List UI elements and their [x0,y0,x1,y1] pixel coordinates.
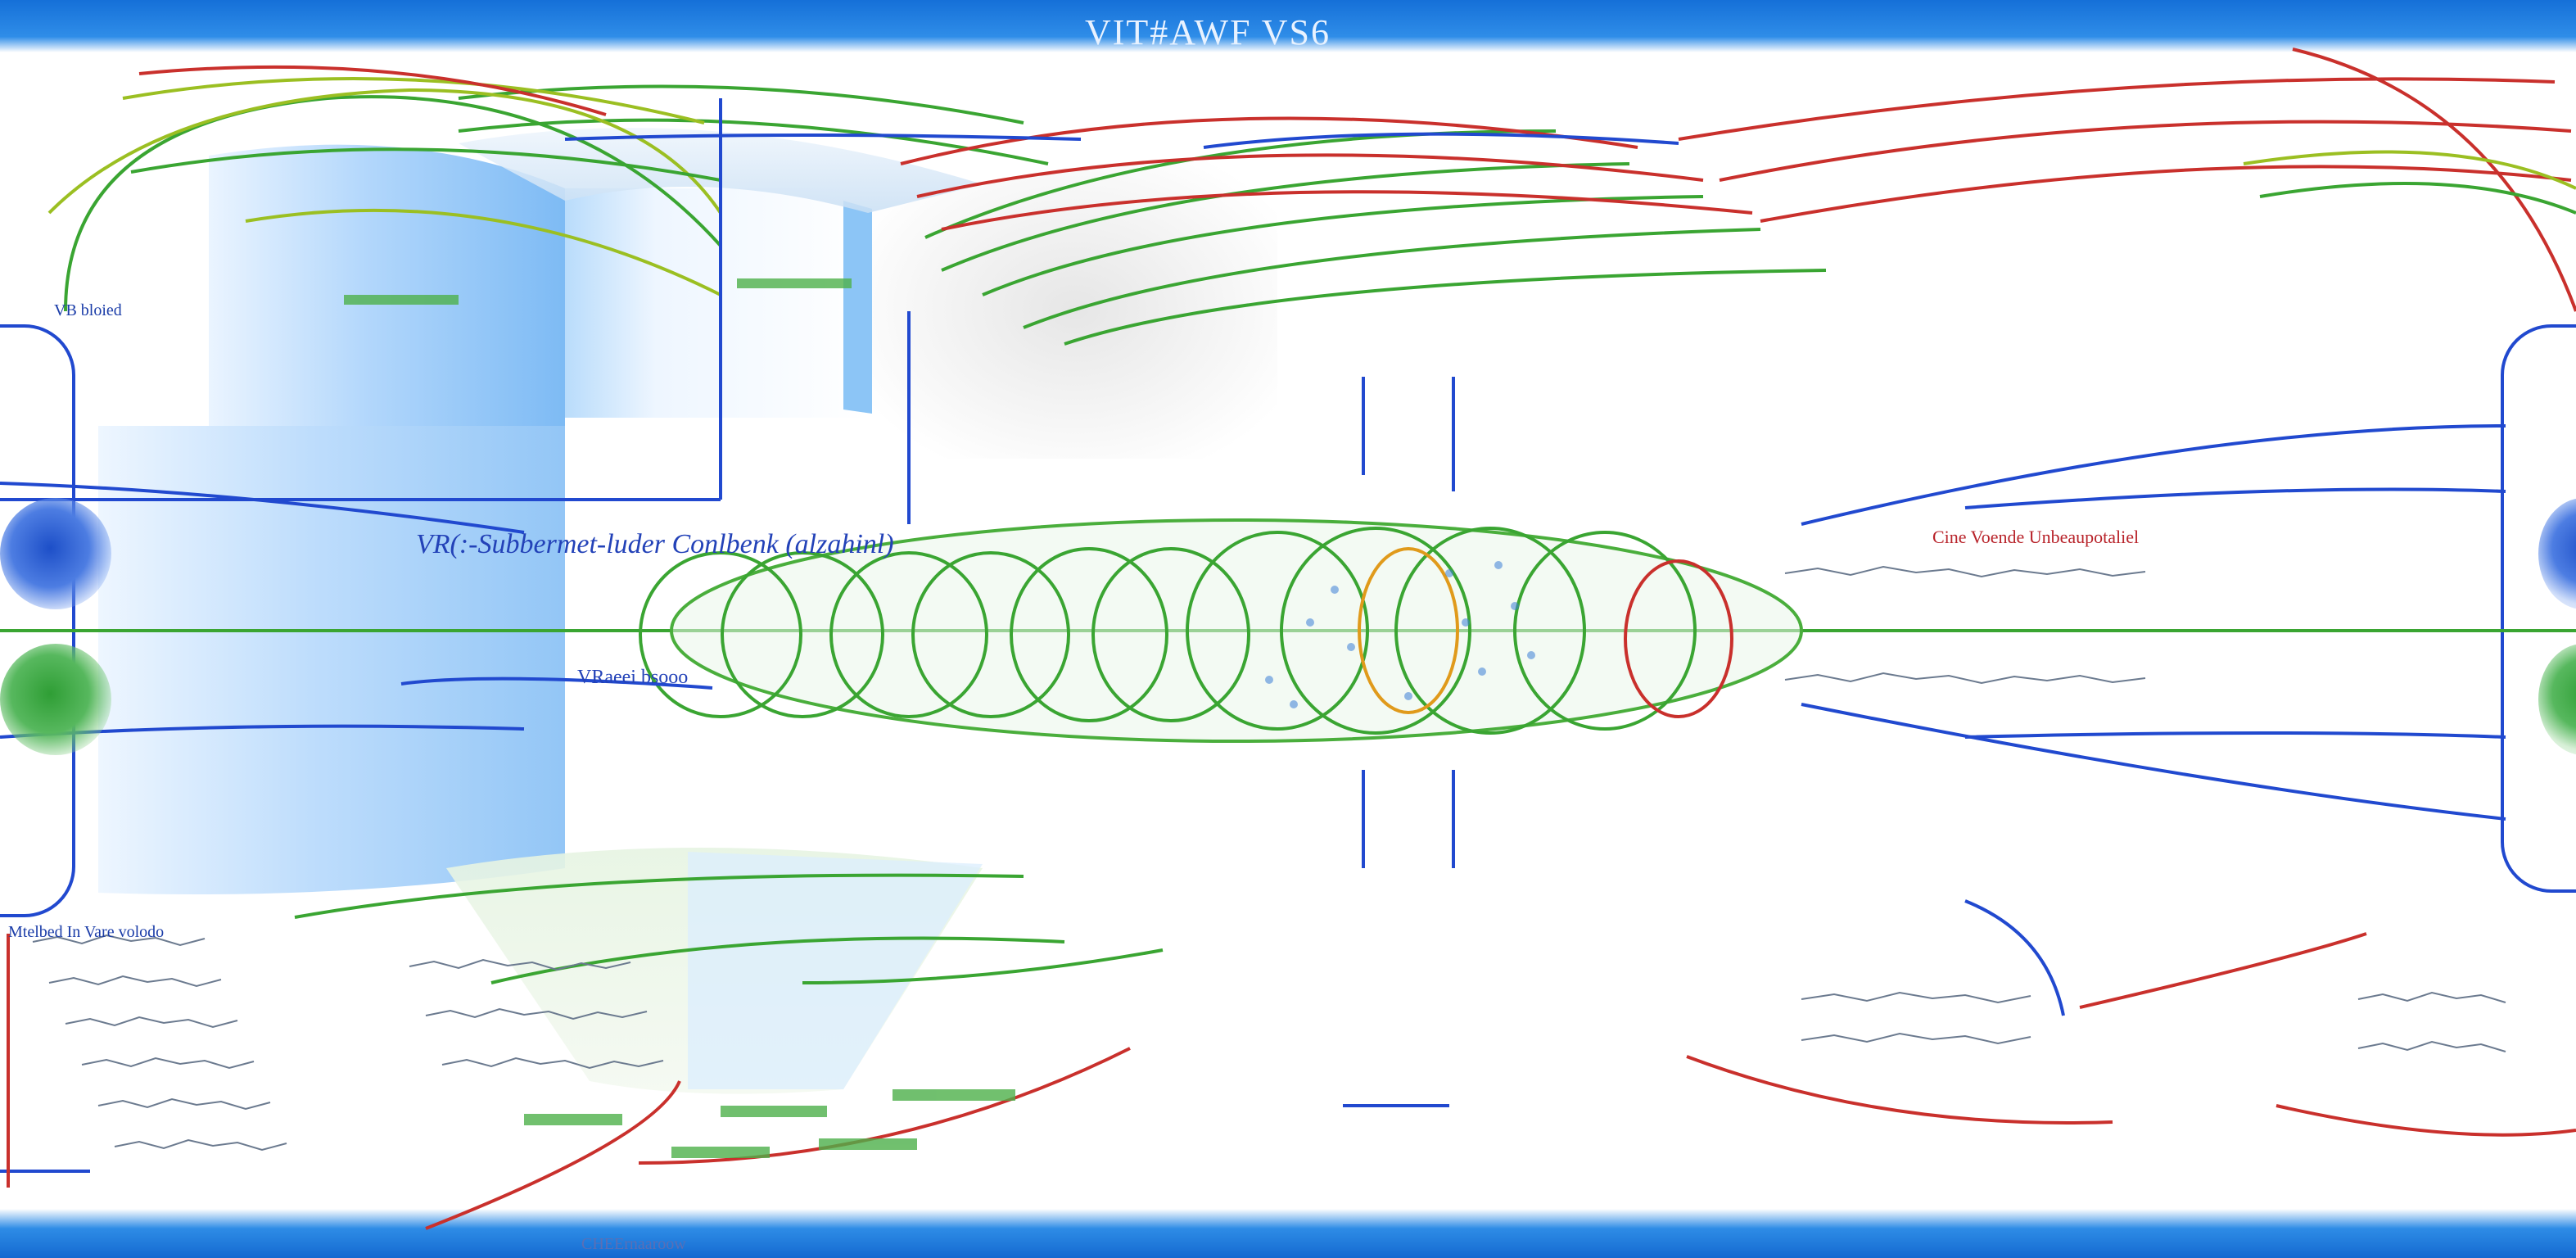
left-frame [0,324,75,917]
back-wall-left [565,188,868,418]
left-blue-arrows [0,98,2065,1173]
banner-title: VIT#AWF VS6 [1085,12,1331,52]
tunnel-rings [639,527,1697,735]
label-left-top: VB bloied [54,301,122,319]
label-mid-left: VR(:-Subbermet-luder Conlbenk (alzahinl) [416,529,894,559]
left-wall-lower [98,426,565,894]
label-lower-left: VRaeei bsooo [577,667,689,688]
label-bottom-left: Mtelbed In Vare volodo [8,923,165,941]
tunnel-body [670,518,1803,743]
green-blocks [344,278,1015,1158]
data-strips-right [1784,565,2506,1052]
tunnel-ring-red [1624,559,1733,718]
label-bottom: CHEErnaaroow [581,1235,686,1253]
tunnel-ring-orange [1358,547,1459,714]
right-frame [2501,324,2576,893]
bottom-banner [0,1209,2576,1258]
bottom-red-arcs [7,932,2576,1230]
right-arcs [1801,48,2576,821]
data-strips-left [32,934,664,1152]
pillar-right-blue [843,201,872,414]
top-banner [0,0,2576,52]
ceiling-arcs-red [900,77,2572,231]
floor-panel-blue [688,852,983,1089]
tunnel-node-clusters [1265,561,1535,708]
green-orb-icon [0,644,111,755]
left-wall [209,144,565,426]
label-right: Cine Voende Unbeaupotaliel [1932,527,2140,547]
blue-orb-icon [0,498,111,609]
left-arcs [47,65,722,312]
